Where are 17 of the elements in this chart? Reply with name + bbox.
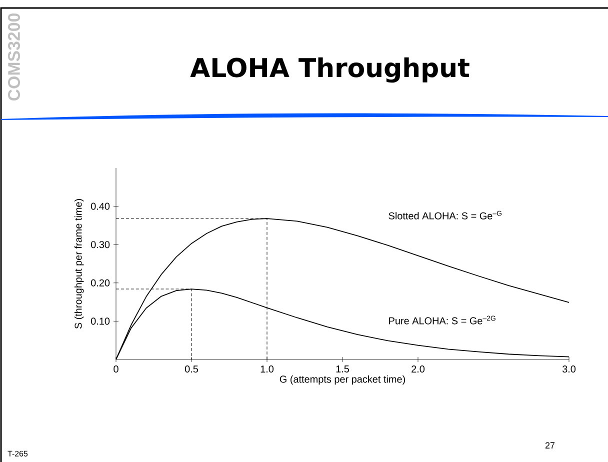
y-tick-label: 0.10 — [90, 318, 110, 325]
y-axis-title: S (throughput per frame time) — [74, 199, 84, 329]
x-tick-label: 3.0 — [562, 366, 576, 373]
text: Slotted ALOHA: S = Ge$^{–G}$ — [388, 210, 502, 220]
x-axis-title: G (attempts per packet time) — [280, 375, 405, 385]
y-tick-label: 0.20 — [90, 279, 110, 286]
y-tick-label: 0.30 — [90, 241, 110, 248]
x-tick-label: 1.5 — [336, 366, 350, 372]
x-tick-label: 0.5 — [184, 366, 198, 373]
x-tick-label: 0 — [114, 366, 118, 373]
series-label: Pure ALOHA: S = Ge$^{–2G}$ — [389, 316, 496, 324]
chart-title: ALOHA Throughput — [190, 57, 470, 83]
x-tick-label: 2.0 — [412, 366, 425, 373]
text: 27 — [545, 442, 555, 448]
x-tick-label: 1.0 — [260, 366, 274, 373]
y-tick-label: 0.40 — [90, 202, 110, 210]
text: COMS3200 — [8, 13, 20, 101]
